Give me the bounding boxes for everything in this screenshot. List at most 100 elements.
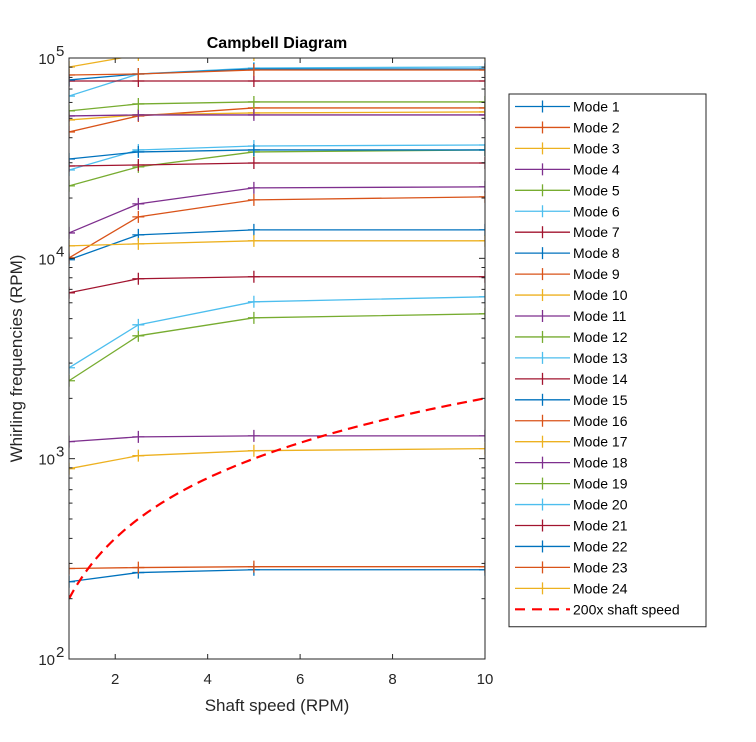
legend-label: Mode 7 <box>573 224 620 240</box>
series-line <box>69 149 485 160</box>
data-point-marker <box>479 190 485 203</box>
data-point-marker <box>479 563 485 576</box>
data-point-marker <box>69 104 75 117</box>
data-point-marker <box>69 125 75 138</box>
data-point-marker <box>479 101 485 114</box>
x-tick-label: 4 <box>203 671 211 688</box>
legend-entry: Mode 20 <box>515 497 628 513</box>
legend-label: Mode 12 <box>573 329 628 345</box>
legend-label: Mode 1 <box>573 99 620 115</box>
y-tick-exponent: 3 <box>56 444 64 461</box>
y-tick-label: 10 <box>38 51 55 68</box>
legend-entry: Mode 15 <box>515 392 628 408</box>
data-point-marker <box>132 210 145 223</box>
legend-entry: Mode 6 <box>515 203 620 219</box>
legend-entry: Mode 18 <box>515 455 628 471</box>
data-point-marker <box>247 181 260 194</box>
data-point-marker <box>69 435 75 448</box>
legend-label: Mode 17 <box>573 434 628 450</box>
data-point-marker <box>69 61 75 74</box>
data-point-marker <box>69 160 75 172</box>
data-point-marker <box>479 105 485 118</box>
axes-box <box>68 57 486 660</box>
series-mode-4 <box>69 429 485 448</box>
legend-entry: Mode 8 <box>515 245 620 261</box>
y-tick-label: 10 <box>38 652 55 669</box>
legend-entry: Mode 9 <box>515 266 620 282</box>
data-point-marker <box>479 156 485 169</box>
legend-entry: 200x shaft speed <box>515 601 680 617</box>
data-point-marker <box>479 270 485 283</box>
series-line <box>69 296 485 369</box>
legend-entry: Mode 11 <box>515 308 627 324</box>
series-line <box>69 186 485 234</box>
data-point-marker <box>69 68 75 81</box>
legend-label: Mode 10 <box>573 287 628 303</box>
data-point-marker <box>247 64 260 77</box>
series-mode-7 <box>69 270 485 299</box>
legend-label: Mode 11 <box>573 308 627 324</box>
data-point-marker <box>69 253 75 266</box>
series-line <box>69 229 485 261</box>
series-mode-3 <box>69 442 485 475</box>
legend-entry: Mode 5 <box>515 182 620 198</box>
series-line <box>69 58 125 68</box>
series-line <box>69 162 485 167</box>
series-mode-10 <box>69 234 485 252</box>
data-point-marker <box>69 239 75 252</box>
data-point-marker <box>479 74 485 87</box>
data-point-marker <box>479 429 485 442</box>
data-point-marker <box>69 74 75 87</box>
data-point-marker <box>247 560 260 573</box>
data-point-marker <box>479 290 485 303</box>
data-point-marker <box>132 145 145 158</box>
data-point-marker <box>69 179 75 192</box>
axes-background <box>69 58 485 659</box>
legend-label: Mode 5 <box>573 182 620 198</box>
series-line <box>69 448 485 470</box>
data-point-marker <box>479 108 485 121</box>
legend: Mode 1 Mode 2 Mode 3 Mode 4 Mode 5 Mode 6 Mode… <box>508 93 707 628</box>
series-line <box>69 435 485 443</box>
data-point-marker <box>479 223 485 236</box>
data-point-marker <box>137 58 139 62</box>
data-point-marker <box>479 95 485 108</box>
chart-title: Campbell Diagram <box>207 35 347 52</box>
legend-box <box>508 93 707 628</box>
x-tick-label: 2 <box>111 671 119 688</box>
legend-entry: Mode 4 <box>515 161 620 177</box>
data-point-marker <box>247 234 260 247</box>
x-tick-label: 6 <box>296 671 304 688</box>
data-point-marker <box>479 180 485 193</box>
legend-entry: Mode 16 <box>515 413 628 429</box>
data-point-marker <box>132 449 145 462</box>
legend-entry: Mode 12 <box>515 329 628 345</box>
tick-layer <box>69 58 486 660</box>
data-point-marker <box>69 113 75 126</box>
data-point-marker <box>69 374 75 387</box>
series-line <box>69 240 485 247</box>
reference-line-200x <box>69 397 485 600</box>
series-mode-18 <box>69 108 485 122</box>
series-mode-21 <box>69 74 485 87</box>
data-point-marker <box>132 108 145 121</box>
data-point-marker <box>479 442 485 455</box>
data-point-marker <box>247 223 260 236</box>
data-point-marker <box>247 95 260 108</box>
series-line <box>69 69 485 76</box>
series-layer <box>69 58 485 588</box>
series-line <box>69 144 485 171</box>
legend-entry: Mode 1 <box>515 99 620 115</box>
data-point-marker <box>479 63 485 76</box>
series-mode-14 <box>69 156 485 172</box>
legend-label: Mode 4 <box>573 161 620 177</box>
data-point-marker <box>247 311 260 324</box>
data-point-marker <box>69 109 75 122</box>
data-point-marker <box>69 562 75 575</box>
legend-label: Mode 9 <box>573 266 620 282</box>
data-point-marker <box>132 272 145 285</box>
legend-label: Mode 15 <box>573 392 628 408</box>
series-mode-2 <box>69 560 485 575</box>
series-mode-5 <box>69 307 485 387</box>
